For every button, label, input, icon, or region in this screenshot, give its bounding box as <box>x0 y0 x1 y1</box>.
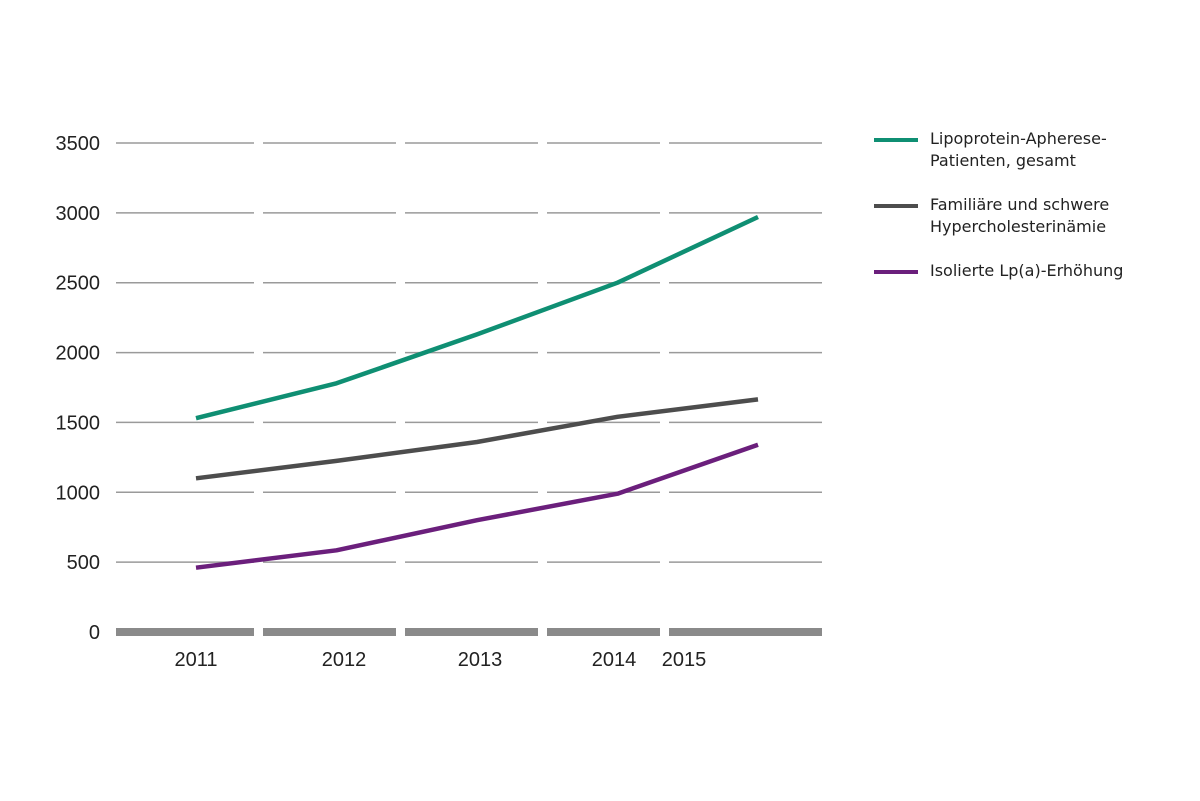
grid <box>116 142 822 563</box>
legend-swatch-lpa <box>874 270 918 274</box>
y-tick-label: 0 <box>89 622 100 644</box>
y-tick-label: 2500 <box>56 273 101 295</box>
legend: Lipoprotein-Apherese- Patienten, gesamt … <box>866 128 1186 304</box>
legend-swatch-total <box>874 138 918 142</box>
y-tick-label: 3500 <box>56 133 101 155</box>
series-line-1 <box>195 397 759 481</box>
legend-label-line-1: Lipoprotein-Apherese- <box>930 129 1107 148</box>
y-tick-label: 500 <box>67 552 100 574</box>
x-axis-ticks: 2011 2012 2013 2014 2015 <box>174 649 706 671</box>
legend-label-line-1: Familiäre und schwere <box>930 195 1110 214</box>
legend-label-line-1: Isolierte Lp(a)-Erhöhung <box>930 261 1124 280</box>
x-tick-label: 2013 <box>458 649 503 671</box>
series-line-0 <box>195 214 759 421</box>
legend-item-total: Lipoprotein-Apherese- Patienten, gesamt <box>866 128 1186 172</box>
legend-item-familial: Familiäre und schwere Hypercholesterinäm… <box>866 194 1186 238</box>
y-tick-label: 1000 <box>56 482 101 504</box>
x-tick-label: 2014 <box>592 649 637 671</box>
legend-label-line-2: Patienten, gesamt <box>930 151 1076 170</box>
series-lines <box>195 214 759 570</box>
x-tick-label: 2015 <box>662 649 707 671</box>
y-axis-ticks: 0 500 1000 1500 2000 2500 3000 3500 <box>56 133 101 644</box>
x-tick-label: 2011 <box>174 649 217 671</box>
series-line-2 <box>195 442 759 570</box>
y-tick-label: 2000 <box>56 343 101 365</box>
y-tick-label: 1500 <box>56 412 101 434</box>
legend-label-line-2: Hypercholesterinämie <box>930 217 1107 236</box>
y-tick-label: 3000 <box>56 203 101 225</box>
legend-item-lpa: Isolierte Lp(a)-Erhöhung <box>866 260 1186 282</box>
legend-swatch-familial <box>874 204 918 208</box>
x-tick-label: 2012 <box>322 649 367 671</box>
